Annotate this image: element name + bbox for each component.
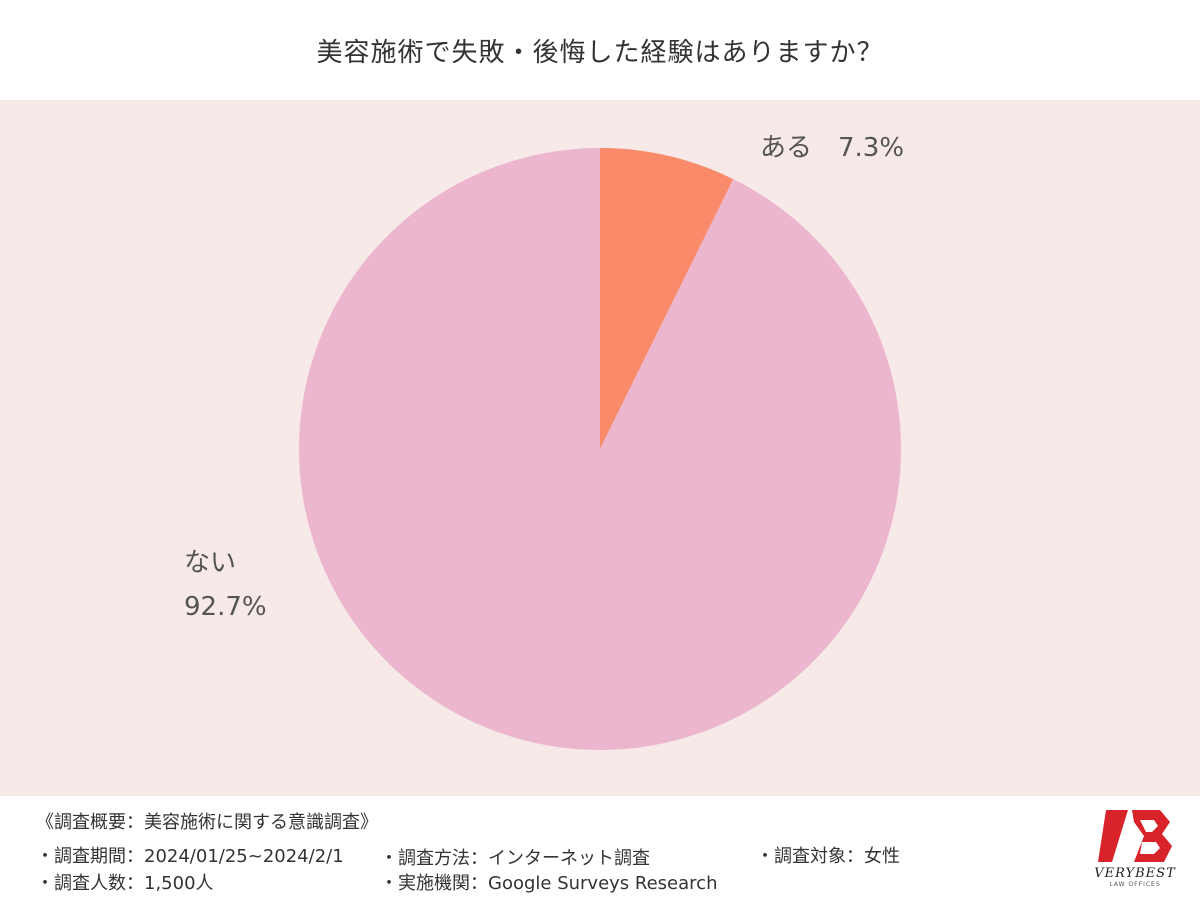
survey-footer: 《調査概要：美容施術に関する意識調査》 ・調査期間：2024/01/25~202…: [0, 796, 1200, 900]
survey-heading: 《調査概要：美容施術に関する意識調査》: [36, 812, 378, 833]
logo-subtitle: LAW OFFICES: [1109, 881, 1161, 888]
logo-wordmark: VERYBEST: [1094, 866, 1176, 881]
verybest-logo: VERYBEST LAW OFFICES: [1090, 806, 1180, 890]
chart-area: ある 7.3% ない 92.7%: [0, 100, 1200, 796]
survey-method: ・調査方法：インターネット調査: [380, 848, 650, 869]
survey-target: ・調査対象：女性: [756, 846, 900, 867]
survey-period: ・調査期間：2024/01/25~2024/2/1: [36, 846, 344, 867]
pie-slice-1: [298, 148, 901, 750]
chart-title: 美容施術で失敗・後悔した経験はありますか？: [316, 37, 884, 68]
pie-chart: ある 7.3% ない 92.7%: [184, 133, 904, 750]
survey-org: ・実施機関：Google Surveys Research: [380, 873, 718, 894]
slice-label-0: ある 7.3%: [760, 133, 904, 163]
survey-count: ・調査人数：1,500人: [36, 873, 214, 894]
logo-mark-icon: [1098, 810, 1172, 862]
slice-label-1: ない 92.7%: [184, 548, 267, 622]
pie-slice-0: [600, 148, 734, 449]
